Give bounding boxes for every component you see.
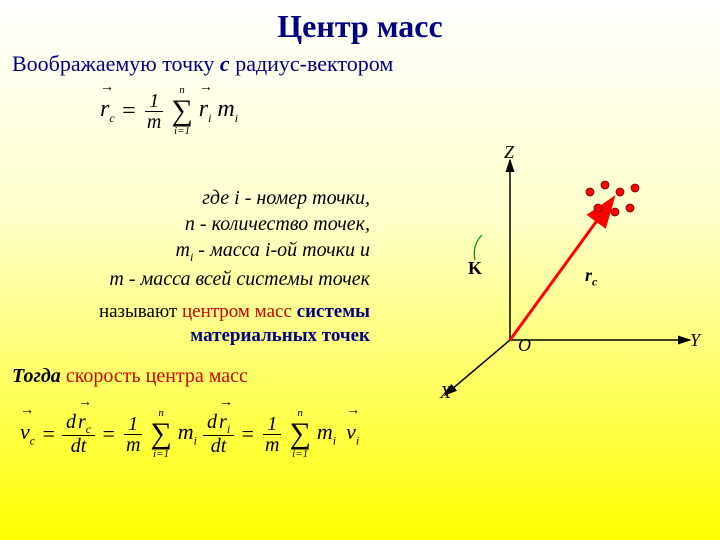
call-c1: называют <box>99 301 177 322</box>
formula-rc: rc = 1m n∑i=1 ri mi <box>100 85 238 137</box>
k-arc <box>474 235 482 260</box>
definition-list: где i - номер точки, n - количество точе… <box>30 185 370 292</box>
call-text: называют центром масс системы материальн… <box>50 300 370 348</box>
def-line-1: где i - номер точки, <box>30 185 370 211</box>
subtitle-p3: радиус-вектором <box>235 51 393 76</box>
page-title: Центр масс <box>0 0 720 45</box>
rc-r: r <box>585 265 592 285</box>
formula-vc: vc = drcdt = 1m n∑i=1 mi dridt = 1m n∑i=… <box>20 408 359 460</box>
rc-sub: c <box>592 275 597 289</box>
def-line-4: m - масса всей системы точек <box>30 266 370 292</box>
k-label: K <box>468 258 482 279</box>
def-line-2: n - количество точек, <box>30 211 370 237</box>
def-line-3: mi - масса i-ой точки и <box>30 237 370 266</box>
x-label: X <box>440 382 451 403</box>
then-red: скорость центра масс <box>66 365 248 387</box>
then-text: Тогда скорость центра масс <box>12 365 248 388</box>
then-bold: Тогда <box>12 365 61 387</box>
def-l3c: - масса i-ой точки и <box>193 239 370 261</box>
subtitle: Воображаемую точку с радиус-вектором <box>0 45 720 77</box>
mass-points <box>586 181 639 216</box>
diagram-svg <box>400 150 700 400</box>
coordinate-diagram: Z Y X O K rc <box>400 150 700 400</box>
o-label: O <box>518 335 531 356</box>
subtitle-p2: с <box>220 51 230 76</box>
def-m: m <box>176 239 190 261</box>
y-label: Y <box>690 330 700 351</box>
call-c2: центром масс <box>182 301 292 322</box>
x-axis <box>445 340 510 395</box>
rc-label: rc <box>585 265 597 290</box>
subtitle-p1: Воображаемую точку <box>12 51 214 76</box>
z-label: Z <box>504 142 514 163</box>
